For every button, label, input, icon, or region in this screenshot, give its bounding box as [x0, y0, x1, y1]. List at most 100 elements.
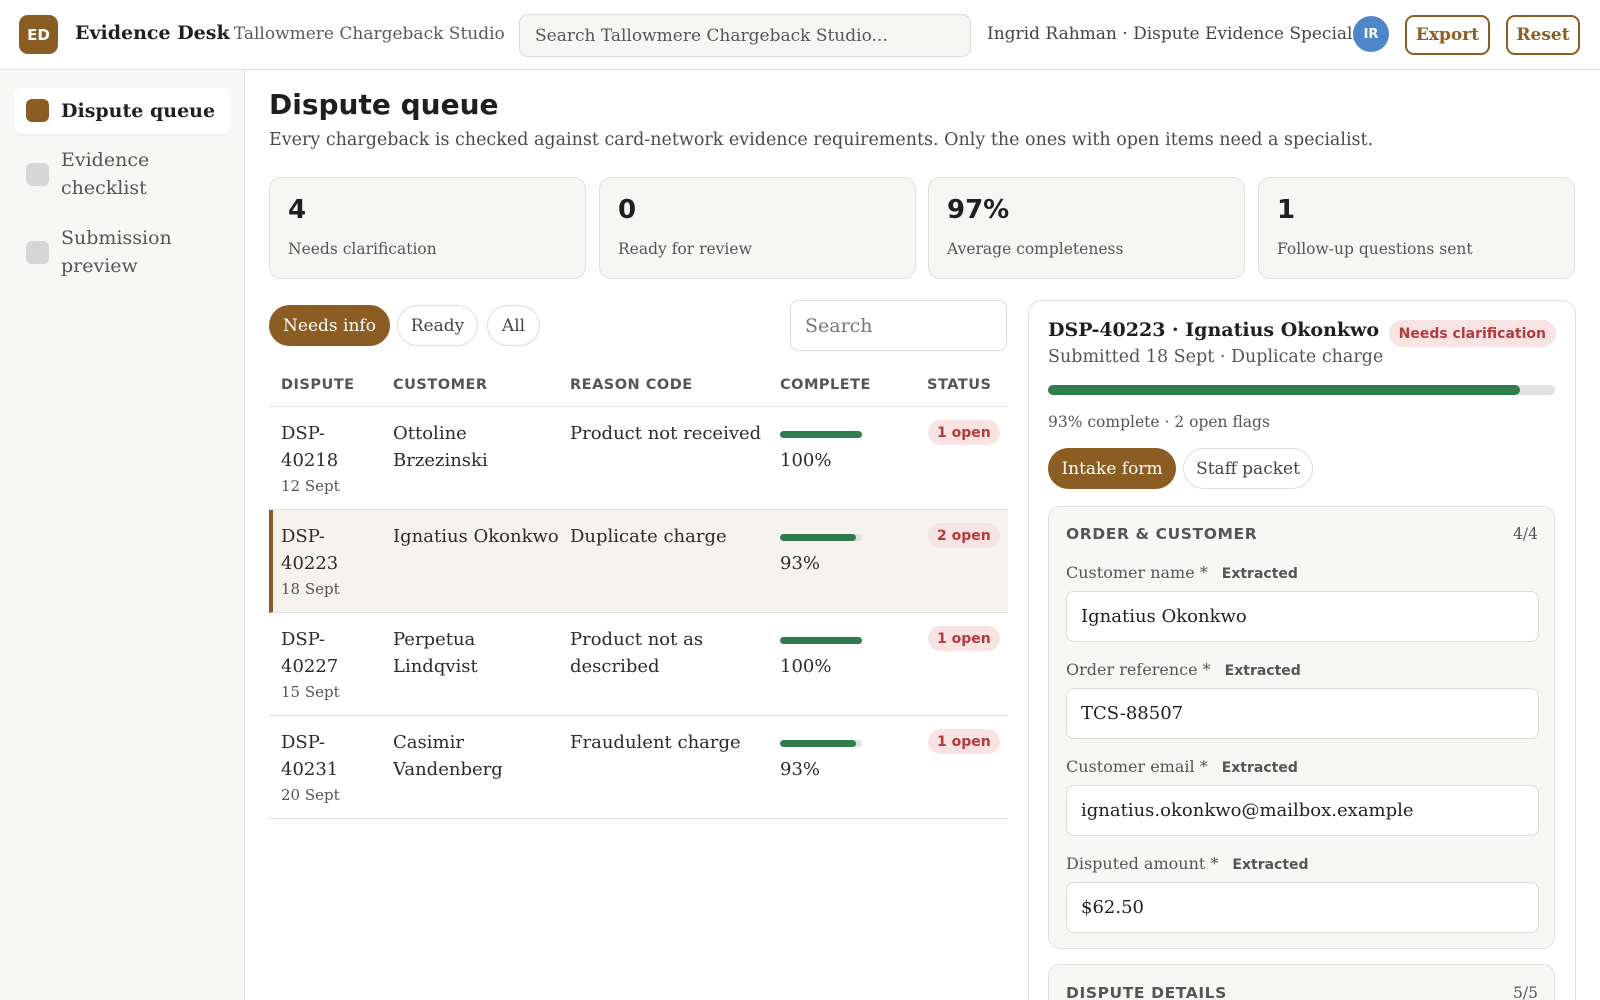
completeness-value: 93%: [780, 759, 821, 780]
tab-intake-form[interactable]: Intake form: [1048, 448, 1176, 489]
extracted-tag: Extracted: [1232, 857, 1309, 873]
detail-status-badge: Needs clarification: [1388, 320, 1556, 347]
dispute-date: 20 Sept: [281, 786, 340, 804]
filter-ready[interactable]: Ready: [397, 305, 478, 346]
completeness-value: 93%: [780, 553, 821, 574]
filter-all[interactable]: All: [487, 305, 540, 346]
stat-card-needs-clarification: 4 Needs clarification: [269, 177, 586, 279]
page-title: Dispute queue: [269, 88, 499, 121]
column-header-reason-code[interactable]: REASON CODE: [570, 377, 693, 393]
column-header-complete[interactable]: COMPLETE: [780, 377, 871, 393]
completeness-bar-fill: [780, 637, 862, 644]
status-badge: 2 open: [928, 523, 1000, 548]
reason-code: Product not received: [570, 423, 762, 444]
dispute-id-number: 40218: [281, 450, 339, 471]
user-label: Ingrid Rahman · Dispute Evidence Special…: [987, 24, 1374, 44]
sidebar-item-label: Submission preview: [61, 227, 172, 277]
table-row[interactable]: DSP- 40218 12 Sept Ottoline Brzezinski P…: [269, 407, 1008, 510]
completeness-bar: [780, 637, 862, 644]
nav-dot-icon: [26, 163, 49, 186]
extracted-tag: Extracted: [1224, 663, 1301, 679]
page-subtitle: Every chargeback is checked against card…: [269, 130, 1374, 150]
customer-name: Casimir Vandenberg: [393, 732, 503, 780]
reason-code: Fraudulent charge: [570, 732, 741, 753]
table-header-divider: [269, 406, 1008, 407]
tab-staff-packet[interactable]: Staff packet: [1183, 448, 1313, 489]
stat-value: 1: [1277, 195, 1296, 225]
stat-value: 97%: [947, 195, 1010, 225]
table-row[interactable]: DSP- 40231 20 Sept Casimir Vandenberg Fr…: [269, 716, 1008, 819]
global-search-input[interactable]: Search Tallowmere Chargeback Studio...: [519, 14, 971, 57]
stat-label: Average completeness: [947, 240, 1124, 258]
section-title: DISPUTE DETAILS: [1066, 984, 1227, 1000]
section-dispute-details: DISPUTE DETAILS 5/5: [1048, 964, 1555, 1000]
completeness-bar-fill: [780, 431, 862, 438]
reason-code: Duplicate charge: [570, 526, 727, 547]
dispute-date: 15 Sept: [281, 683, 340, 701]
nav-dot-icon: [26, 99, 49, 122]
top-bar: ED Evidence Desk · Tallowmere Chargeback…: [0, 0, 1600, 70]
completeness-bar-fill: [780, 740, 857, 747]
dispute-date: 12 Sept: [281, 477, 340, 495]
sidebar-item-submission-preview[interactable]: Submission preview: [14, 224, 231, 284]
disputed-amount-field[interactable]: $62.50: [1066, 882, 1539, 933]
queue-search-input[interactable]: Search: [790, 300, 1007, 351]
customer-name: Ignatius Okonkwo: [393, 526, 559, 547]
completeness-bar-fill: [780, 534, 857, 541]
completeness-bar: [780, 534, 862, 541]
dispute-id-prefix: DSP-: [281, 423, 325, 444]
stat-card-follow-up-questions: 1 Follow-up questions sent: [1258, 177, 1575, 279]
section-title: ORDER & CUSTOMER: [1066, 525, 1258, 543]
dispute-id-prefix: DSP-: [281, 526, 325, 547]
field-label-text: Customer email *: [1066, 757, 1208, 776]
detail-title: DSP-40223 · Ignatius Okonkwo: [1048, 319, 1380, 341]
stat-value: 4: [288, 195, 307, 225]
dispute-id-number: 40223: [281, 553, 339, 574]
stat-label: Ready for review: [618, 240, 752, 258]
status-badge: 1 open: [928, 729, 1000, 754]
detail-progress-fill: [1048, 385, 1520, 395]
field-label-customer-email: Customer email * Extracted: [1066, 757, 1298, 776]
completeness-value: 100%: [780, 656, 832, 677]
sidebar-item-evidence-checklist[interactable]: Evidence checklist: [14, 146, 231, 206]
column-header-status[interactable]: STATUS: [927, 377, 992, 393]
completeness-bar: [780, 740, 862, 747]
stat-card-average-completeness: 97% Average completeness: [928, 177, 1245, 279]
table-row-selected[interactable]: DSP- 40223 18 Sept Ignatius Okonkwo Dupl…: [269, 510, 1008, 613]
field-label-disputed-amount: Disputed amount * Extracted: [1066, 854, 1309, 873]
status-badge: 1 open: [928, 626, 1000, 651]
column-header-dispute[interactable]: DISPUTE: [281, 377, 355, 393]
reset-button[interactable]: Reset: [1506, 15, 1580, 55]
order-reference-field[interactable]: TCS-88507: [1066, 688, 1539, 739]
section-order-customer: ORDER & CUSTOMER 4/4 Customer name * Extr…: [1048, 506, 1555, 949]
filter-needs-info[interactable]: Needs info: [269, 305, 390, 346]
field-label-text: Disputed amount *: [1066, 854, 1219, 873]
dispute-id-number: 40227: [281, 656, 339, 677]
stat-card-ready-for-review: 0 Ready for review: [599, 177, 916, 279]
completeness-value: 100%: [780, 450, 832, 471]
customer-name: Ottoline Brzezinski: [393, 423, 488, 471]
customer-email-field[interactable]: ignatius.okonkwo@mailbox.example: [1066, 785, 1539, 836]
extracted-tag: Extracted: [1221, 760, 1298, 776]
customer-name: Perpetua Lindqvist: [393, 629, 478, 677]
app-title: Evidence Desk: [75, 22, 230, 44]
avatar[interactable]: IR: [1353, 16, 1389, 52]
detail-subtitle: Submitted 18 Sept · Duplicate charge: [1048, 347, 1384, 367]
section-count: 5/5: [1513, 984, 1538, 1000]
detail-progress-bar: [1048, 385, 1555, 395]
sidebar-item-dispute-queue[interactable]: Dispute queue: [14, 88, 231, 134]
extracted-tag: Extracted: [1221, 566, 1298, 582]
app-logo: ED: [19, 15, 58, 54]
customer-name-field[interactable]: Ignatius Okonkwo: [1066, 591, 1539, 642]
workspace-name: · Tallowmere Chargeback Studio: [223, 24, 505, 44]
field-label-customer-name: Customer name * Extracted: [1066, 563, 1298, 582]
export-button[interactable]: Export: [1405, 15, 1490, 55]
stat-label: Follow-up questions sent: [1277, 240, 1473, 258]
stat-value: 0: [618, 195, 637, 225]
table-row[interactable]: DSP- 40227 15 Sept Perpetua Lindqvist Pr…: [269, 613, 1008, 716]
field-label-text: Order reference *: [1066, 660, 1211, 679]
column-header-customer[interactable]: CUSTOMER: [393, 377, 488, 393]
status-badge: 1 open: [928, 420, 1000, 445]
section-count: 4/4: [1513, 525, 1538, 543]
field-label-text: Customer name *: [1066, 563, 1208, 582]
